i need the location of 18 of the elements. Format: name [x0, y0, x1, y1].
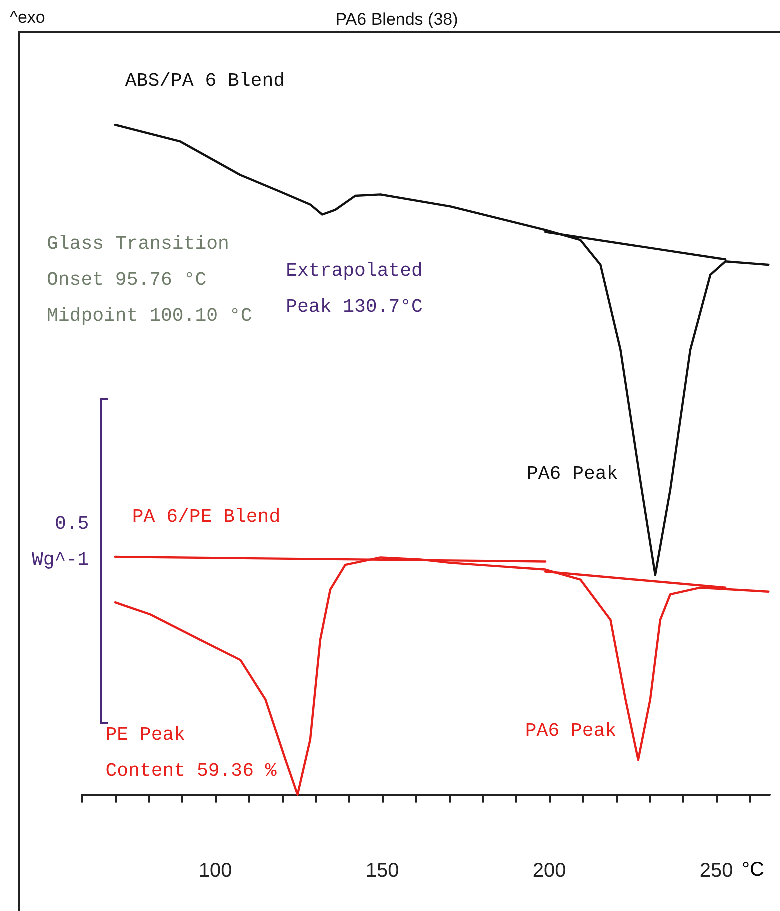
x-tick-label: 200 [532, 860, 566, 882]
x-axis-title: °C [742, 858, 764, 883]
annotation: 0.5 [55, 512, 90, 537]
x-tick-label: 150 [366, 860, 400, 882]
annotation: Wg^-1 [32, 548, 90, 573]
annotation: PE Peak Content 59.36 % [106, 722, 277, 784]
annotation: Onset 95.76 °C [47, 268, 207, 293]
text: PA 6/PE Blend [132, 504, 281, 530]
chart-title: PA6 Blends (38) [336, 10, 458, 29]
annotation: PA6 Peak [527, 462, 618, 487]
annotation: Extrapolated Peak 130.7°C [286, 258, 423, 320]
x-tick-label: 250 [700, 860, 734, 882]
series-label: ABS/PA 6 Blend [125, 69, 286, 94]
x-tick-label: 100 [198, 860, 232, 882]
annotation: PA6 Peak [525, 718, 617, 744]
text: ^exo [10, 7, 46, 29]
annotation: Glass Transition [47, 232, 230, 257]
annotation: Midpoint 100.10 °C [47, 304, 252, 329]
